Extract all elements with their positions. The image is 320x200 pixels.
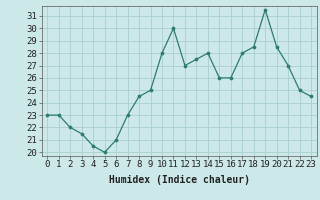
X-axis label: Humidex (Indice chaleur): Humidex (Indice chaleur) — [109, 175, 250, 185]
